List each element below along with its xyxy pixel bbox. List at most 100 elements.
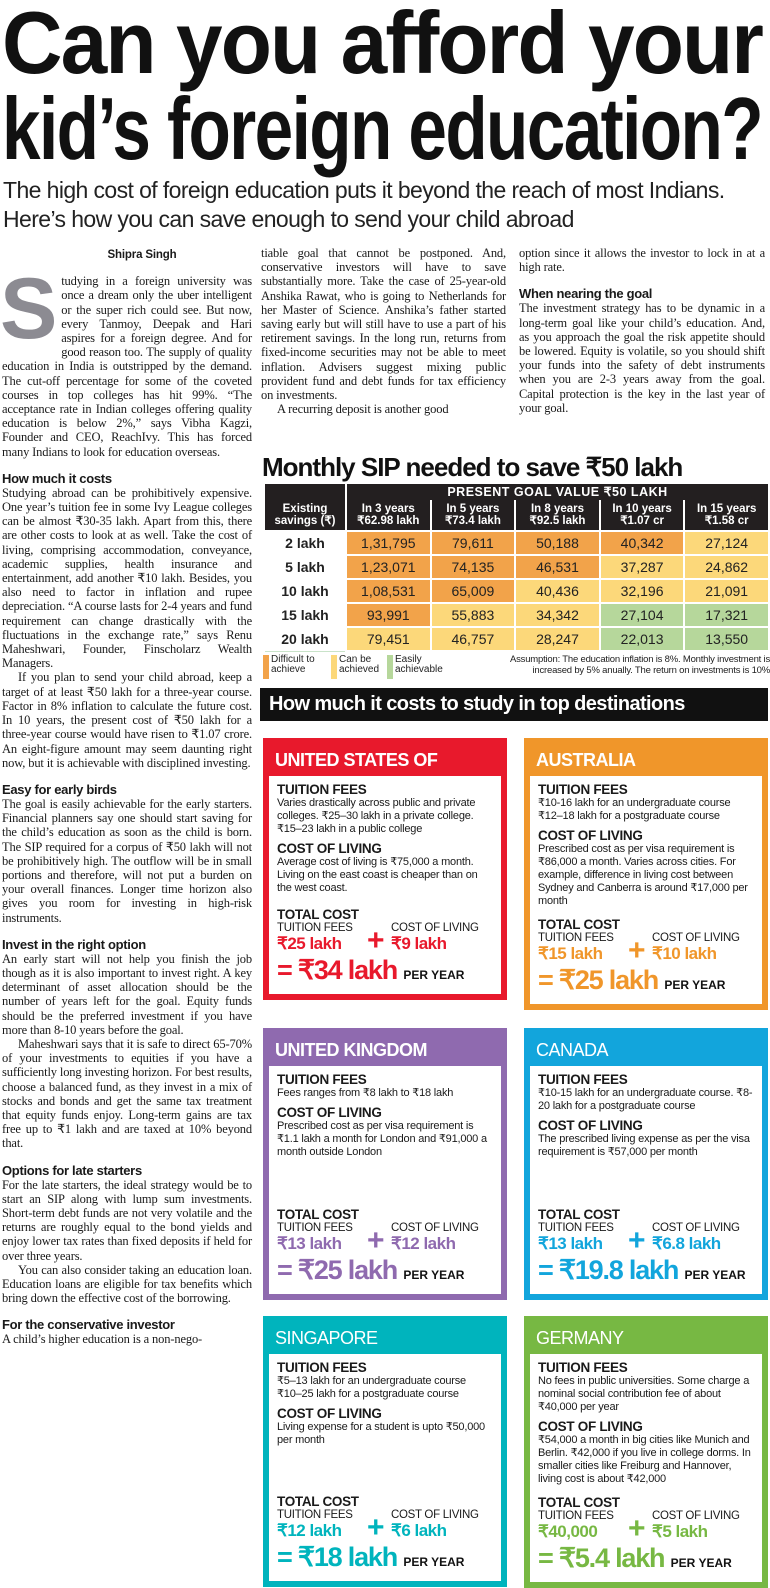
total-cost-line: = ₹34 lakh PER YEAR: [277, 955, 493, 990]
tuition-total-value: ₹13 lakh: [538, 1234, 603, 1253]
table-cell: 93,991: [345, 602, 432, 628]
column-header: In 5 years ₹73.4 lakh: [429, 500, 517, 531]
table-cell: 79,611: [429, 530, 517, 556]
country-name: GERMANY: [536, 1328, 624, 1348]
sip-table-title: Monthly SIP needed to save ₹50 lakh: [262, 452, 683, 482]
living-total-label: COST OF LIVING: [652, 932, 740, 944]
tuition-heading: TUITION FEES: [538, 1072, 628, 1087]
living-total-group: COST OF LIVING ₹9 lakh: [391, 922, 479, 953]
column-header-period: In 8 years: [530, 503, 585, 515]
total-cost-value: ₹18 lakh: [297, 1542, 398, 1572]
living-heading: COST OF LIVING: [277, 1105, 382, 1120]
table-cell: 74,135: [429, 554, 517, 580]
living-total-label: COST OF LIVING: [391, 1222, 479, 1234]
cost-breakdown: TUITION FEES ₹13 lakh + COST OF LIVING ₹12 l…: [277, 1222, 493, 1256]
living-text: Average cost of living is ₹75,000 a mont…: [277, 856, 478, 894]
living-total-label: COST OF LIVING: [652, 1222, 740, 1234]
table-cell: 21,091: [683, 578, 770, 604]
row-header-line: Existing: [282, 503, 328, 515]
living-text: Living expense for a student is upto ₹50…: [277, 1421, 485, 1446]
cost-breakdown: TUITION FEES ₹12 lakh + COST OF LIVING ₹6 la…: [277, 1509, 493, 1544]
cost-breakdown: TUITION FEES ₹15 lakh + COST OF LIVING ₹10 l…: [538, 932, 754, 967]
paragraph-text: A child’s higher education is a non-nego…: [2, 1332, 203, 1347]
living-total-group: COST OF LIVING ₹10 lakh: [652, 932, 740, 963]
per-year-label: PER YEAR: [403, 968, 465, 982]
living-text: Prescribed cost as per visa requirement …: [277, 1120, 487, 1158]
table-row: 2 lakh 1,31,795 79,611 50,188 40,342 27,124: [263, 530, 770, 556]
table-row: 10 lakh 1,08,531 65,009 40,436 32,196 21,091: [263, 578, 770, 604]
tuition-total-group: TUITION FEES ₹40,000: [538, 1510, 754, 1541]
paragraph: A child’s higher education is a non-nego…: [2, 1332, 252, 1346]
living-total-group: COST OF LIVING ₹6.8 lakh: [652, 1222, 740, 1253]
legend-item: Difficult to achieve: [263, 655, 315, 679]
country-name: CANADA: [536, 1040, 609, 1060]
total-cost-line: = ₹5.4 lakh PER YEAR: [538, 1543, 754, 1578]
living-total-label: COST OF LIVING: [652, 1510, 740, 1522]
total-heading: TOTAL COST: [538, 1495, 620, 1510]
per-year-label: PER YEAR: [403, 1555, 465, 1569]
column-header-value: ₹62.98 lakh: [357, 515, 420, 527]
legend-label: achieved: [339, 664, 380, 675]
living-total-value: ₹5 lakh: [652, 1522, 708, 1541]
tuition-total-label: TUITION FEES: [277, 1509, 353, 1521]
plus-icon: +: [367, 1511, 385, 1544]
plus-icon: +: [628, 934, 646, 967]
paragraph-text: You can also consider taking an educatio…: [2, 1262, 252, 1306]
card-body: TUITION FEES Varies drastically across pu…: [269, 776, 501, 994]
table-cell: 50,188: [514, 530, 601, 556]
column-header-period: In 5 years: [446, 503, 500, 515]
total-cost-line: = ₹19.8 lakh PER YEAR: [538, 1255, 754, 1290]
total-cost-block: TOTAL COST TUITION FEES ₹13 lakh + COST OF L…: [538, 1203, 754, 1290]
living-total-value: ₹6.8 lakh: [652, 1234, 721, 1253]
equals-icon: =: [277, 955, 293, 985]
column-header-value: ₹92.5 lakh: [529, 515, 586, 527]
tuition-heading: TUITION FEES: [277, 1072, 367, 1087]
column-header: In 15 years ₹1.58 cr: [683, 500, 770, 531]
tuition-total-label: TUITION FEES: [538, 932, 614, 944]
tuition-total-group: TUITION FEES ₹13 lakh: [277, 1222, 493, 1253]
subtitle: The high cost of foreign education puts …: [3, 177, 725, 232]
tuition-total-group: TUITION FEES ₹12 lakh: [277, 1509, 493, 1540]
section-heading: Options for late starters: [2, 1162, 142, 1178]
living-heading: COST OF LIVING: [538, 1118, 643, 1133]
table-row: 5 lakh 1,23,071 74,135 46,531 37,287 24,862: [263, 554, 770, 580]
living-heading: COST OF LIVING: [538, 828, 643, 843]
living-total-group: COST OF LIVING ₹12 lakh: [391, 1222, 479, 1253]
row-label: 2 lakh: [263, 530, 347, 556]
paragraph: A recurring deposit is another good: [261, 402, 506, 416]
legend-swatch: [263, 655, 269, 679]
paragraph-text: For the late starters, the ideal strateg…: [2, 1177, 252, 1263]
table-cell: 27,104: [598, 602, 686, 628]
destination-card-united-kingdom: UNITED KINGDOM TUITION FEES Fees ranges fr…: [263, 1028, 507, 1300]
table-cell: 40,342: [598, 530, 686, 556]
column-header-period: In 10 years: [612, 503, 672, 515]
total-cost-value: ₹19.8 lakh: [558, 1255, 679, 1285]
column-header-period: In 3 years: [361, 503, 415, 515]
card-body: TUITION FEES ₹10-15 lakh for an undergrad…: [530, 1066, 762, 1294]
paragraph: If you plan to send your child abroad, k…: [2, 670, 252, 769]
tuition-heading: TUITION FEES: [277, 782, 367, 797]
column-header-period: In 15 years: [696, 503, 757, 515]
table-cell: 79,451: [345, 626, 432, 652]
equals-icon: =: [538, 1255, 554, 1285]
destinations-banner: How much it costs to study in top destin…: [260, 688, 768, 721]
tuition-heading: TUITION FEES: [538, 1360, 628, 1375]
paragraph: You can also consider taking an educatio…: [2, 1263, 252, 1306]
column-header-value: ₹73.4 lakh: [444, 515, 501, 527]
table-cell: 40,436: [514, 578, 601, 604]
equals-icon: =: [277, 1255, 293, 1285]
tuition-total-value: ₹13 lakh: [277, 1234, 342, 1253]
paragraph-text: The goal is easily achievable for the ea…: [2, 796, 252, 925]
cost-breakdown: TUITION FEES ₹25 lakh + COST OF LIVING ₹9 la…: [277, 922, 493, 956]
total-cost-value: ₹25 lakh: [558, 965, 659, 995]
tuition-total-value: ₹12 lakh: [277, 1521, 342, 1540]
column-header: In 10 years ₹1.07 cr: [598, 500, 686, 531]
legend-label: achieve: [271, 664, 306, 675]
table-legend: Assumption: The education inflation is 8…: [263, 654, 770, 687]
row-label: 10 lakh: [263, 578, 347, 604]
per-year-label: PER YEAR: [670, 1556, 732, 1570]
paragraph-text: If you plan to send your child abroad, k…: [2, 670, 252, 770]
tuition-text: ₹10-15 lakh for an undergraduate course.…: [538, 1087, 753, 1112]
paragraph-text: A recurring deposit is another good: [277, 402, 449, 417]
